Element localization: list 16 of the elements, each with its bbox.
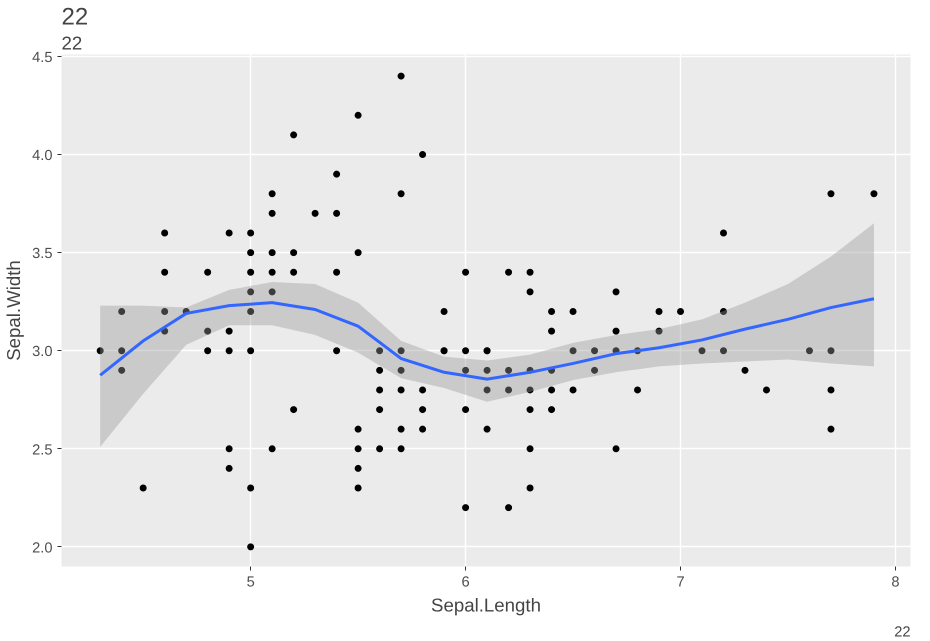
text: 22 bbox=[894, 624, 911, 640]
x-tick-label: 5 bbox=[246, 574, 255, 590]
y-tick-label: 4.5 bbox=[32, 50, 52, 66]
x-axis-title: Sepal.Length bbox=[431, 594, 541, 616]
y-tick-label: 3.0 bbox=[32, 344, 52, 360]
line-series bbox=[98, 297, 876, 381]
x-tick-label: 8 bbox=[891, 574, 900, 590]
chart-title: 22 bbox=[62, 32, 82, 54]
x-tick-label: 7 bbox=[676, 574, 685, 590]
y-tick-label: 4.0 bbox=[32, 148, 52, 164]
chart-subtitle: 22 bbox=[62, 4, 88, 30]
x-tick-label: 6 bbox=[462, 574, 470, 590]
y-tick-label: 2.0 bbox=[32, 540, 52, 556]
y-tick-label: 2.5 bbox=[32, 442, 52, 458]
y-axis-title: Sepal.Width bbox=[3, 260, 24, 361]
y-tick-label: 3.5 bbox=[32, 246, 52, 262]
